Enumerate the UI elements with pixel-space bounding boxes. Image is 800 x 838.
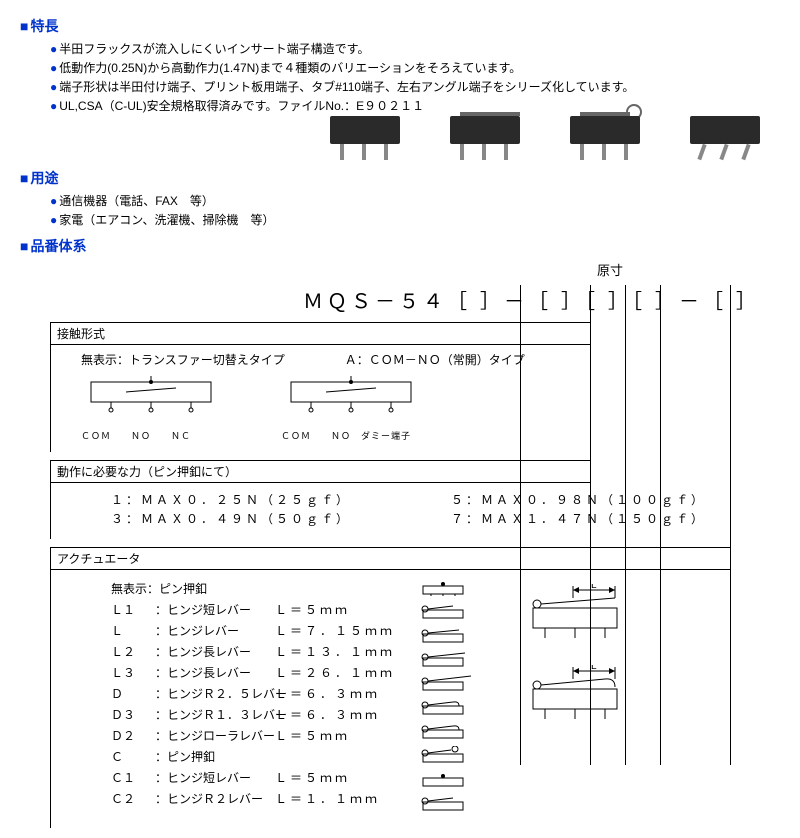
actuator-section: アクチュエータ 無表示：ピン押釦 Ｌ１：ヒンジ短レバーＬ＝５ｍｍ Ｌ：ヒンジレバ… — [50, 547, 731, 828]
actuator-icon — [415, 650, 475, 668]
switch-thumb-plain — [320, 102, 410, 162]
force-item: ７：ＭＡＸ１．４７Ｎ（１５０ｇｆ） — [451, 510, 706, 527]
actuator-icon — [415, 746, 475, 764]
dim-diagram-lever: L — [515, 584, 645, 644]
actuator-row: Ｌ１：ヒンジ短レバーＬ＝５ｍｍ — [111, 601, 395, 618]
actuator-icon — [415, 698, 475, 716]
actuator-row: Ｃ１：ヒンジ短レバーＬ＝５ｍｍ — [111, 769, 395, 786]
actuator-row: Ｄ２：ヒンジローラレバーＬ＝５ｍｍ — [111, 727, 395, 744]
switch-thumb-lever — [440, 102, 530, 162]
actuator-nodisplay: 無表示：ピン押釦 — [111, 580, 395, 597]
switch-thumb-roller — [560, 102, 650, 162]
application-item: 家電（エアコン、洗濯機、掃除機 等） — [50, 211, 780, 228]
actuator-icon — [415, 602, 475, 620]
partnumber-header: 品番体系 — [20, 236, 780, 256]
actuator-row: Ｌ３：ヒンジ長レバーＬ＝２６．１ｍｍ — [111, 664, 395, 681]
feature-item: 低動作力(0.25N)から高動作力(1.47N)まで４種類のバリエーションをそろ… — [50, 59, 780, 76]
actuator-labels: 無表示：ピン押釦 Ｌ１：ヒンジ短レバーＬ＝５ｍｍ Ｌ：ヒンジレバーＬ＝７．１５ｍ… — [111, 576, 395, 818]
force-section: 動作に必要な力（ピン押釦にて） １：ＭＡＸ０．２５Ｎ（２５ｇｆ） ３：ＭＡＸ０．… — [50, 460, 591, 539]
actuator-row: Ｌ２：ヒンジ長レバーＬ＝１３．１ｍｍ — [111, 643, 395, 660]
actuator-row: Ｄ：ヒンジＲ２．５レバーＬ＝６．３ｍｍ — [111, 685, 395, 702]
actuator-icon — [415, 626, 475, 644]
contact-right-pins: ＣＯＭ ＮＯ ダミー端子 — [281, 429, 421, 442]
actuator-header: アクチュエータ — [51, 548, 731, 569]
actuator-icon — [415, 722, 475, 740]
force-header: 動作に必要な力（ピン押釦にて） — [51, 461, 591, 482]
part-number-template: ＭＱＳ－５４［ ］－［ ］［ ］［ ］－［ ］ — [20, 285, 760, 314]
contact-right-schematic — [281, 376, 421, 426]
applications-header: 用途 — [20, 168, 780, 188]
contact-left-schematic — [81, 376, 221, 426]
contact-right-label: Ａ：ＣＯＭ－ＮＯ（常開）タイプ — [345, 351, 525, 368]
actuator-icon — [415, 770, 475, 788]
feature-item: 半田フラックスが流入しにくいインサート端子構造です。 — [50, 40, 780, 57]
actuator-row: Ｄ３：ヒンジＲ１．３レバーＬ＝６．３ｍｍ — [111, 706, 395, 723]
force-item: ５：ＭＡＸ０．９８Ｎ（１００ｇｆ） — [451, 491, 706, 508]
contact-left-label: 無表示：トランスファー切替えタイプ — [81, 351, 285, 368]
svg-text:L: L — [591, 665, 597, 672]
contact-header: 接触形式 — [51, 323, 591, 344]
actuator-icons-col — [415, 576, 495, 818]
actuator-row: Ｃ２：ヒンジＲ２レバーＬ＝１．１ｍｍ — [111, 790, 395, 807]
actuator-icon — [415, 674, 475, 692]
features-header: 特長 — [20, 16, 780, 36]
feature-item: 端子形状は半田付け端子、プリント板用端子、タブ#110端子、左右アングル端子をシ… — [50, 78, 780, 95]
force-item: １：ＭＡＸ０．２５Ｎ（２５ｇｆ） — [111, 491, 351, 508]
dim-diagram-rlever: L — [515, 665, 645, 725]
actuator-dimension-diagrams: L L — [515, 576, 675, 818]
actuator-row: Ｃ：ピン押釦 — [111, 748, 395, 765]
svg-text:L: L — [591, 584, 597, 591]
contact-section: 接触形式 無表示：トランスファー切替えタイプ Ａ：ＣＯＭ－ＮＯ（常開）タイプ — [50, 322, 591, 452]
applications-list: 通信機器（電話、FAX 等） 家電（エアコン、洗濯機、掃除機 等） — [50, 192, 780, 228]
actuator-icon — [415, 578, 475, 596]
actuator-row: Ｌ：ヒンジレバーＬ＝７．１５ｍｍ — [111, 622, 395, 639]
actuator-icon — [415, 794, 475, 812]
contact-left-pins: ＣＯＭ ＮＯ ＮＣ — [81, 429, 221, 442]
force-item: ３：ＭＡＸ０．４９Ｎ（５０ｇｆ） — [111, 510, 351, 527]
switch-thumb-angle — [680, 102, 770, 162]
genson-label: 原寸 — [440, 260, 780, 279]
application-item: 通信機器（電話、FAX 等） — [50, 192, 780, 209]
